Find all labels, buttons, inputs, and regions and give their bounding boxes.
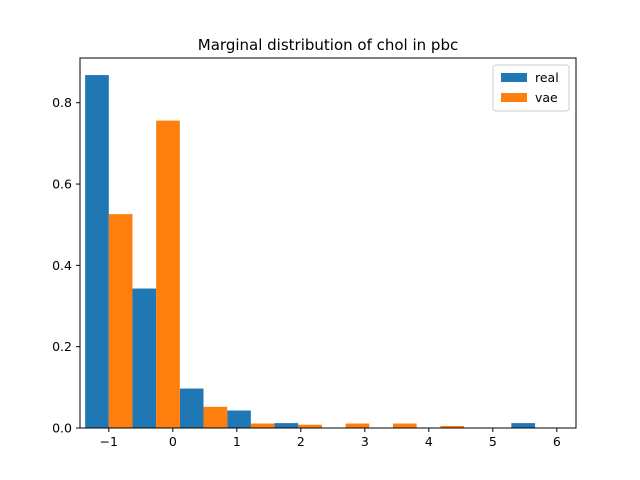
y-tick-label: 0.6 bbox=[52, 177, 72, 192]
x-axis: −1 0 1 2 3 4 5 6 bbox=[100, 428, 561, 449]
bar-vae-5 bbox=[345, 423, 370, 428]
bar-vae-3 bbox=[250, 423, 275, 428]
y-tick-label: 0.8 bbox=[52, 95, 72, 110]
legend-label-real: real bbox=[535, 70, 559, 85]
bar-vae-0 bbox=[108, 214, 133, 428]
legend-label-vae: vae bbox=[535, 90, 558, 105]
bar-vae-2 bbox=[203, 406, 228, 428]
bar-vae-7 bbox=[440, 425, 464, 428]
legend-swatch-real bbox=[501, 73, 527, 82]
bar-real-4 bbox=[274, 423, 299, 428]
x-tick-label: 1 bbox=[233, 434, 241, 449]
bar-vae-4 bbox=[298, 424, 322, 428]
bar-real-3 bbox=[227, 410, 251, 428]
bar-real-0 bbox=[85, 75, 109, 428]
bar-real-1 bbox=[132, 288, 157, 428]
x-tick-label: 2 bbox=[297, 434, 305, 449]
x-tick-label: 6 bbox=[553, 434, 561, 449]
chart-title: Marginal distribution of chol in pbc bbox=[198, 36, 458, 54]
plot-frame bbox=[79, 57, 577, 429]
x-tick-label: 3 bbox=[361, 434, 369, 449]
x-tick-label: −1 bbox=[100, 434, 118, 449]
x-tick-label: 0 bbox=[169, 434, 177, 449]
bars-layer bbox=[85, 75, 536, 429]
y-tick-label: 0.2 bbox=[52, 339, 72, 354]
legend-swatch-vae bbox=[501, 93, 527, 102]
x-tick-label: 4 bbox=[425, 434, 433, 449]
y-axis: 0.0 0.2 0.4 0.6 0.8 bbox=[52, 95, 80, 436]
bar-real-2 bbox=[179, 388, 204, 428]
bar-vae-6 bbox=[392, 423, 417, 428]
y-tick-label: 0.4 bbox=[52, 258, 72, 273]
x-tick-label: 5 bbox=[489, 434, 497, 449]
y-tick-label: 0.0 bbox=[52, 421, 72, 436]
bar-real-9 bbox=[511, 423, 536, 428]
legend: real vae bbox=[492, 64, 570, 112]
bar-vae-1 bbox=[156, 120, 180, 429]
